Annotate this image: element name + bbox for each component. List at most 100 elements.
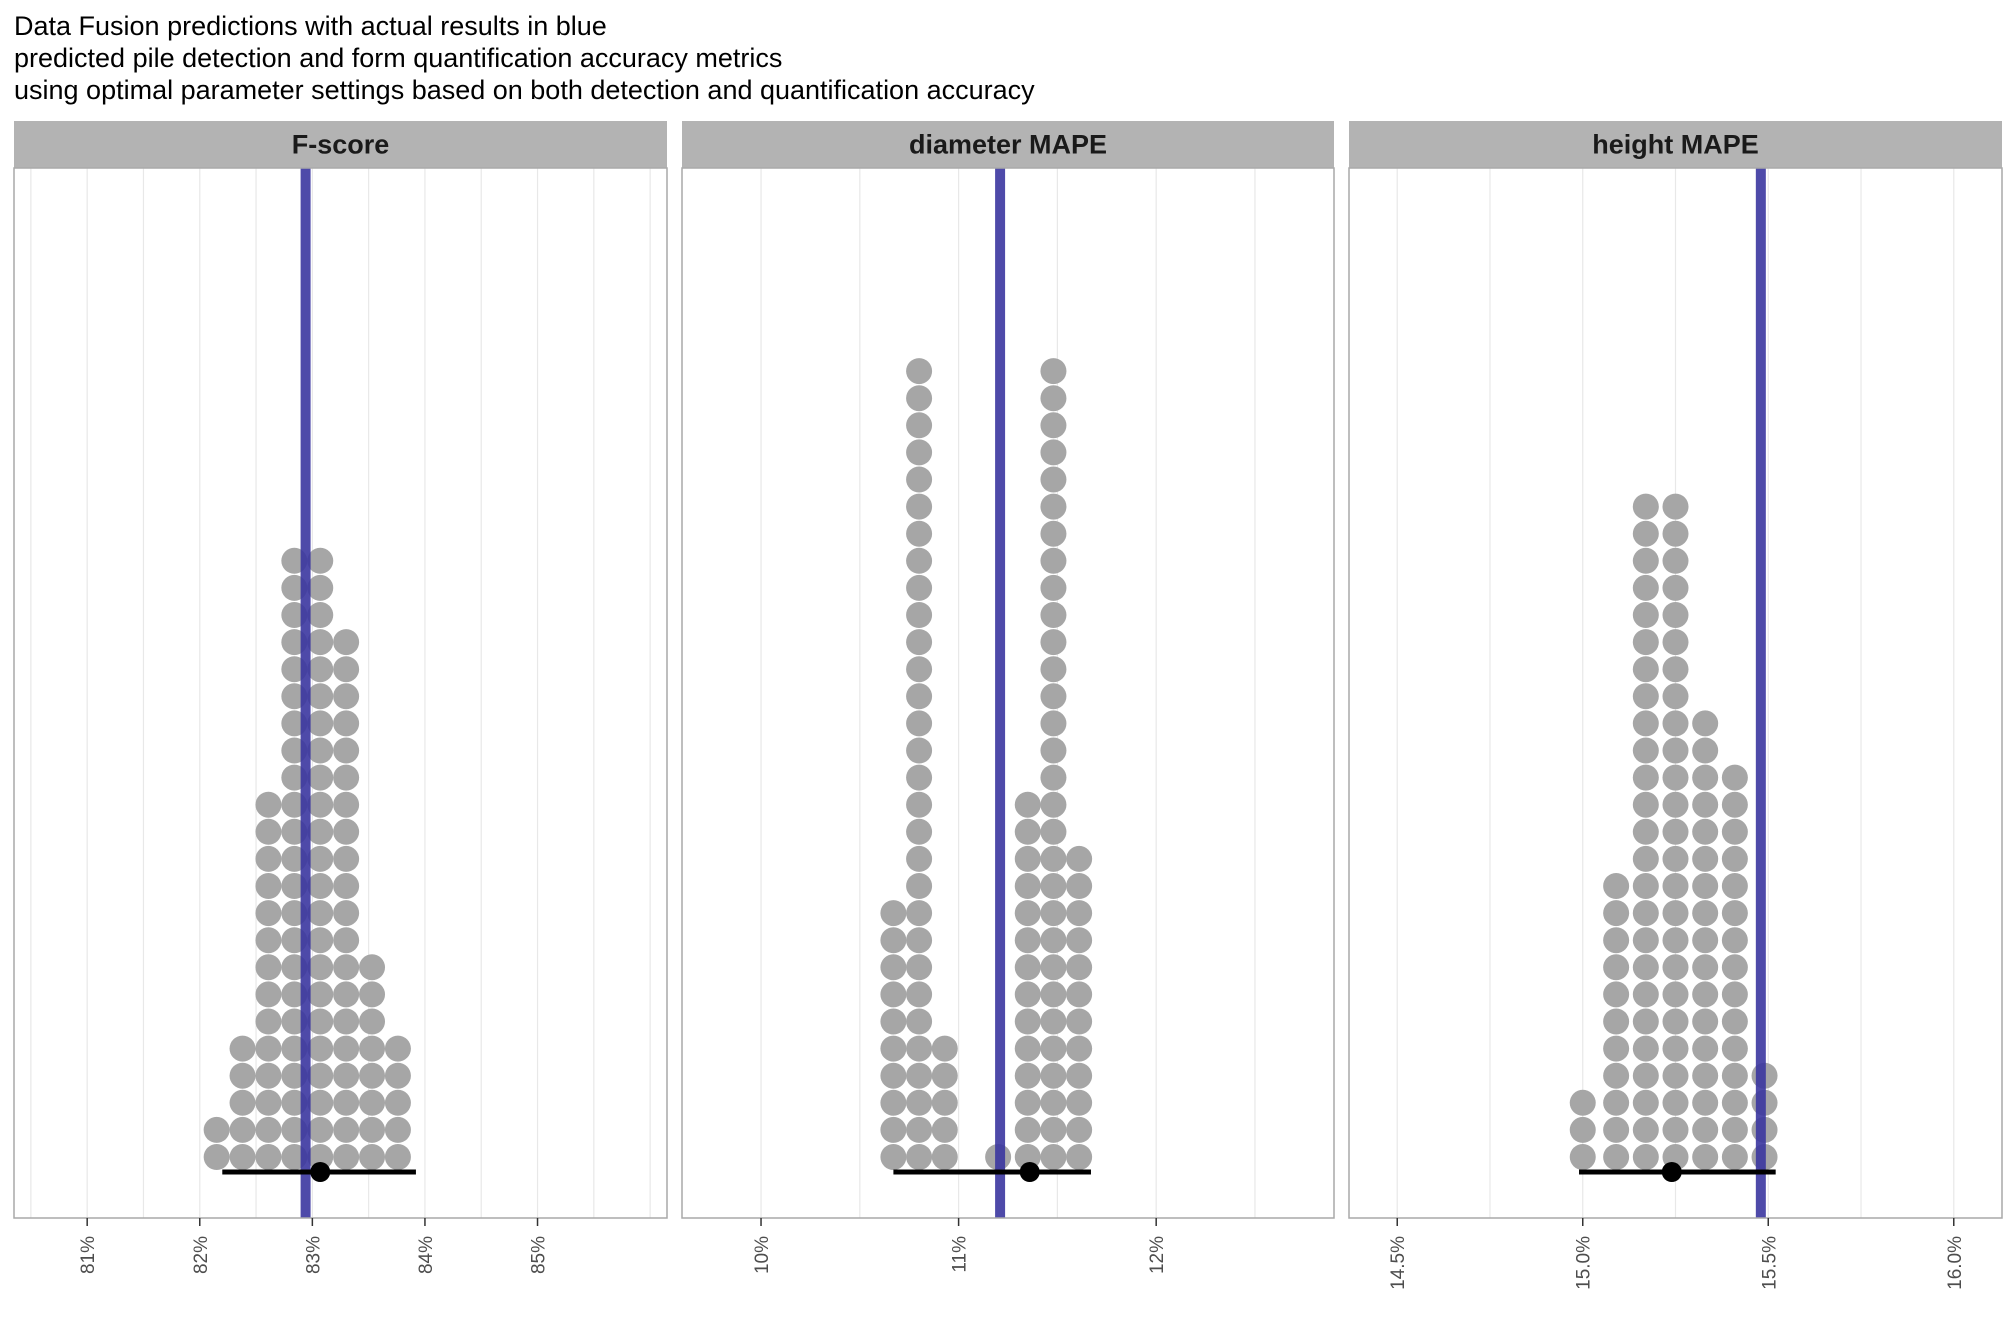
data-dot	[203, 1116, 230, 1143]
data-dot	[255, 1035, 282, 1062]
data-dot	[906, 927, 933, 954]
data-dot	[906, 873, 933, 899]
axis-tick-label: 85%	[529, 1236, 550, 1274]
data-dot	[1040, 683, 1067, 710]
data-dot	[1040, 845, 1067, 872]
data-dot	[359, 1035, 386, 1062]
data-dot	[1603, 954, 1630, 981]
data-dot	[906, 954, 933, 981]
data-dot	[1632, 1035, 1659, 1062]
data-dot	[1662, 574, 1689, 601]
data-dot	[1662, 1089, 1689, 1116]
data-dot	[359, 981, 386, 1008]
data-dot	[1066, 1144, 1093, 1170]
data-dot	[255, 873, 282, 899]
axis-tick-label: 82%	[191, 1236, 212, 1274]
data-dot	[906, 900, 933, 927]
data-dot	[307, 574, 334, 601]
data-dot	[1632, 873, 1659, 899]
data-dot	[1692, 1008, 1719, 1035]
data-dot	[906, 385, 933, 412]
data-dot	[1692, 927, 1719, 954]
data-dot	[1569, 1089, 1596, 1116]
data-dot	[1040, 1062, 1067, 1089]
data-dot	[1014, 981, 1041, 1008]
data-dot	[1662, 818, 1689, 845]
axis-tick-label: 81%	[78, 1236, 99, 1274]
data-dot	[1569, 1144, 1596, 1170]
data-dot	[307, 900, 334, 927]
data-dot	[307, 954, 334, 981]
data-dot	[1632, 656, 1659, 683]
data-dot	[1692, 873, 1719, 899]
data-dot	[1040, 1089, 1067, 1116]
data-dot	[1721, 1062, 1748, 1089]
data-dot	[255, 954, 282, 981]
data-dot	[1040, 358, 1067, 385]
data-dot	[1662, 629, 1689, 656]
data-dot	[1692, 1062, 1719, 1089]
data-dot	[359, 1062, 386, 1089]
data-dot	[906, 818, 933, 845]
data-dot	[1603, 981, 1630, 1008]
data-dot	[229, 1144, 256, 1170]
data-dot	[1692, 764, 1719, 791]
data-dot	[307, 737, 334, 764]
panel-border	[1348, 167, 2003, 1219]
axis-tick-label: 12%	[1147, 1236, 1168, 1274]
data-dot	[333, 629, 360, 656]
data-dot	[1692, 1035, 1719, 1062]
data-dot	[1662, 737, 1689, 764]
data-dot	[333, 791, 360, 818]
data-dot	[255, 900, 282, 927]
data-dot	[255, 927, 282, 954]
data-dot	[384, 1116, 411, 1143]
data-dot	[1721, 818, 1748, 845]
data-dot	[307, 791, 334, 818]
data-dot	[1632, 520, 1659, 547]
data-dot	[1632, 791, 1659, 818]
data-dot	[307, 818, 334, 845]
data-dot	[1040, 574, 1067, 601]
data-dot	[1632, 1089, 1659, 1116]
data-dot	[1040, 954, 1067, 981]
data-dot	[333, 1062, 360, 1089]
data-dot	[1014, 818, 1041, 845]
data-dot	[1721, 1144, 1748, 1170]
data-dot	[1632, 845, 1659, 872]
data-dot	[1721, 900, 1748, 927]
data-dot	[906, 466, 933, 493]
data-dot	[880, 900, 907, 927]
data-dot	[255, 1144, 282, 1170]
data-dot	[1721, 1035, 1748, 1062]
data-dot	[1662, 683, 1689, 710]
data-dot	[359, 954, 386, 981]
data-dot	[384, 1062, 411, 1089]
data-dot	[307, 1008, 334, 1035]
data-dot	[1014, 1062, 1041, 1089]
data-dot	[1066, 1089, 1093, 1116]
data-dot	[906, 493, 933, 520]
data-dot	[203, 1144, 230, 1170]
data-dot	[1040, 1035, 1067, 1062]
data-dot	[1632, 954, 1659, 981]
data-dot	[931, 1116, 958, 1143]
data-dot	[906, 412, 933, 439]
data-dot	[1066, 873, 1093, 899]
data-dot	[1632, 1008, 1659, 1035]
data-dot	[1040, 520, 1067, 547]
data-dot	[906, 629, 933, 656]
data-dot	[1692, 954, 1719, 981]
panel-border	[681, 167, 1335, 1219]
data-dot	[255, 845, 282, 872]
facet-strip-label: diameter MAPE	[909, 130, 1107, 160]
data-dot	[255, 1008, 282, 1035]
data-dot	[1721, 1008, 1748, 1035]
data-dot	[255, 1116, 282, 1143]
data-dot	[359, 1116, 386, 1143]
data-dot	[229, 1116, 256, 1143]
data-dot	[1040, 439, 1067, 466]
data-dot	[1632, 900, 1659, 927]
data-dot	[906, 602, 933, 628]
data-dot	[1040, 737, 1067, 764]
